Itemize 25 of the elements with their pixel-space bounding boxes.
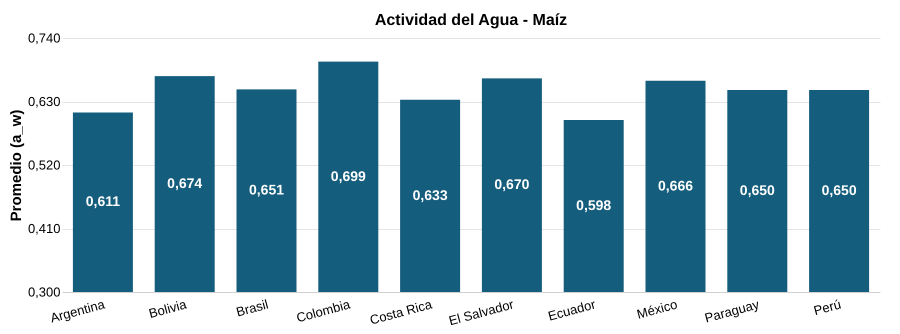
x-tick-label: Colombia [294, 296, 352, 326]
y-axis-title: Promedio (a_w) [8, 110, 25, 222]
x-tick-label: Bolivia [147, 296, 189, 321]
data-label: 0,611 [86, 193, 120, 210]
data-label: 0,670 [494, 176, 530, 192]
data-label: 0,651 [248, 182, 284, 198]
data-label: 0,699 [330, 168, 366, 184]
data-label: 0,598 [576, 196, 612, 213]
x-tick-label: Brasil [234, 296, 270, 320]
data-label: 0,666 [658, 177, 694, 194]
x-tick-label: Ecuador [546, 296, 598, 324]
x-tick-label: Perú [812, 296, 842, 318]
x-tick-label: El Salvador [447, 296, 516, 328]
chart-title: Actividad del Agua - Maíz [374, 12, 568, 29]
y-tick-label: 0,410 [28, 221, 60, 236]
data-label: 0,633 [412, 186, 448, 203]
x-tick-label: Costa Rica [368, 296, 434, 328]
x-tick-label: Paraguay [703, 296, 762, 326]
y-tick-label: 0,740 [28, 30, 60, 46]
y-tick-label: 0,630 [28, 94, 60, 109]
data-label: 0,650 [822, 182, 857, 198]
data-label: 0,674 [167, 175, 202, 192]
data-label: 0,650 [740, 182, 776, 198]
y-tick-label: 0,520 [28, 158, 60, 172]
x-tick-label: México [635, 296, 679, 322]
